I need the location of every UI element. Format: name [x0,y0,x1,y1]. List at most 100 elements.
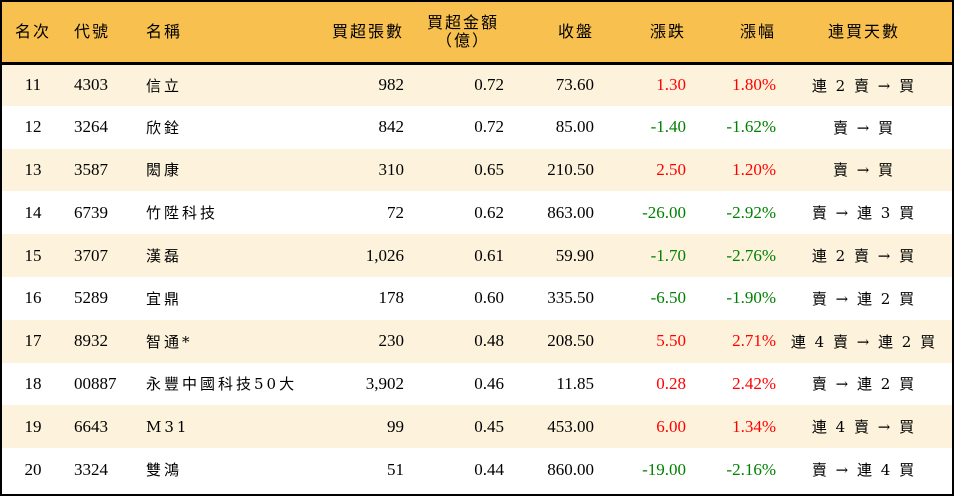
cell-code: 3587 [74,159,108,179]
cell-close: 453.00 [547,416,594,436]
cell-streak: 賣 → 連 2 買 [811,375,917,394]
cell-change-pct: -1.62% [726,117,776,137]
cell-code: 3707 [74,245,108,265]
table-row: 18 00887 永豐中國科技50大 3,902 0.46 11.85 0.28… [2,362,952,406]
cell-rank: 17 [24,331,42,351]
header-rank: 名次 [14,21,51,41]
table-row: 15 3707 漢磊 1,026 0.61 59.90 -1.70 -2.76%… [2,234,952,277]
cell-change: 0.28 [656,373,686,393]
cell-net-buy-amount: 0.62 [474,202,504,222]
cell-change-pct: 1.20% [732,159,776,179]
header-name: 名稱 [146,21,183,41]
cell-close: 860.00 [547,459,594,479]
cell-change-pct: 2.71% [732,331,776,351]
header-net-buy-lots: 買超張數 [331,21,404,41]
table-header: 名次 代號 名稱 買超張數 買超金額 （億） 收盤 漲跌 漲幅 連買天數 [2,2,952,63]
cell-change-pct: -2.76% [726,245,776,265]
cell-change: -6.50 [650,288,686,308]
cell-net-buy-lots: 1,026 [365,245,404,265]
cell-streak: 連 2 賣 → 買 [811,247,917,266]
cell-name: 欣銓 [146,118,183,137]
cell-close: 335.50 [547,288,594,308]
cell-close: 73.60 [555,75,594,95]
cell-streak: 連 4 賣 → 買 [811,418,917,437]
cell-change: 2.50 [656,159,686,179]
cell-net-buy-lots: 982 [378,75,405,95]
cell-code: 5289 [74,288,108,308]
cell-change: 5.50 [656,331,686,351]
cell-rank: 14 [24,202,42,222]
cell-change: -26.00 [642,202,686,222]
cell-net-buy-amount: 0.72 [474,117,504,137]
cell-net-buy-amount: 0.48 [474,331,504,351]
cell-change: 1.30 [656,75,686,95]
cell-change-pct: 1.34% [732,416,776,436]
header-net-buy-amount-line2: （億） [435,30,490,50]
cell-change: -1.40 [650,117,686,137]
cell-net-buy-lots: 51 [387,459,404,479]
cell-close: 208.50 [547,331,594,351]
cell-change-pct: -2.16% [726,459,776,479]
cell-rank: 19 [24,416,42,436]
cell-net-buy-lots: 310 [378,159,405,179]
cell-code: 3264 [74,117,108,137]
cell-code: 3324 [74,459,108,479]
cell-change-pct: -1.90% [726,288,776,308]
table-row: 16 5289 宜鼎 178 0.60 335.50 -6.50 -1.90% … [2,276,952,320]
cell-net-buy-amount: 0.72 [474,75,504,95]
cell-net-buy-lots: 178 [378,288,405,308]
cell-rank: 20 [24,459,42,479]
cell-net-buy-lots: 72 [387,202,404,222]
header-close: 收盤 [557,21,594,41]
header-net-buy-amount-line1: 買超金額 [426,12,499,32]
cell-rank: 12 [24,117,42,137]
cell-change: -1.70 [650,245,686,265]
cell-streak: 賣 → 連 3 買 [811,204,917,223]
cell-name: 雙鴻 [146,461,183,480]
header-change-pct: 漲幅 [739,21,776,41]
cell-streak: 連 2 賣 → 買 [811,76,917,95]
cell-net-buy-amount: 0.45 [474,416,504,436]
cell-change-pct: -2.92% [726,202,776,222]
cell-net-buy-amount: 0.65 [474,159,504,179]
cell-rank: 11 [24,75,42,95]
table-row: 13 3587 閎康 310 0.65 210.50 2.50 1.20% 賣 … [2,148,952,192]
cell-net-buy-amount: 0.46 [474,373,504,393]
table-row: 11 4303 信立 982 0.72 73.60 1.30 1.80% 連 2… [2,63,952,106]
cell-net-buy-amount: 0.61 [474,245,504,265]
cell-rank: 18 [24,373,42,393]
cell-name: 永豐中國科技50大 [146,375,298,394]
cell-code: 00887 [74,373,117,393]
cell-close: 11.85 [556,373,594,393]
cell-code: 8932 [74,331,108,351]
header-net-buy-amount: 買超金額 （億） [404,2,504,63]
header-change: 漲跌 [649,21,686,41]
header-streak: 連買天數 [827,21,900,41]
cell-name: 信立 [146,76,183,95]
cell-change: -19.00 [642,459,686,479]
cell-name: 漢磊 [146,247,183,266]
cell-rank: 16 [24,288,42,308]
cell-net-buy-lots: 230 [378,331,405,351]
cell-net-buy-amount: 0.44 [474,459,504,479]
cell-name: 閎康 [146,161,183,180]
cell-name: 宜鼎 [146,289,183,308]
cell-close: 210.50 [547,159,594,179]
cell-code: 4303 [74,75,108,95]
cell-net-buy-amount: 0.60 [474,288,504,308]
cell-streak: 連 4 賣 → 連 2 買 [790,332,938,351]
cell-name: 竹陞科技 [146,204,219,223]
cell-net-buy-lots: 99 [387,416,404,436]
cell-streak: 賣 → 買 [832,161,896,180]
cell-change-pct: 1.80% [732,75,776,95]
cell-rank: 13 [24,159,42,179]
table-row: 14 6739 竹陞科技 72 0.62 863.00 -26.00 -2.92… [2,191,952,235]
cell-change-pct: 2.42% [732,373,776,393]
table-body: 11 4303 信立 982 0.72 73.60 1.30 1.80% 連 2… [2,63,952,491]
cell-rank: 15 [24,245,42,265]
cell-code: 6643 [74,416,108,436]
cell-close: 85.00 [555,117,594,137]
cell-streak: 賣 → 連 4 買 [811,461,917,480]
